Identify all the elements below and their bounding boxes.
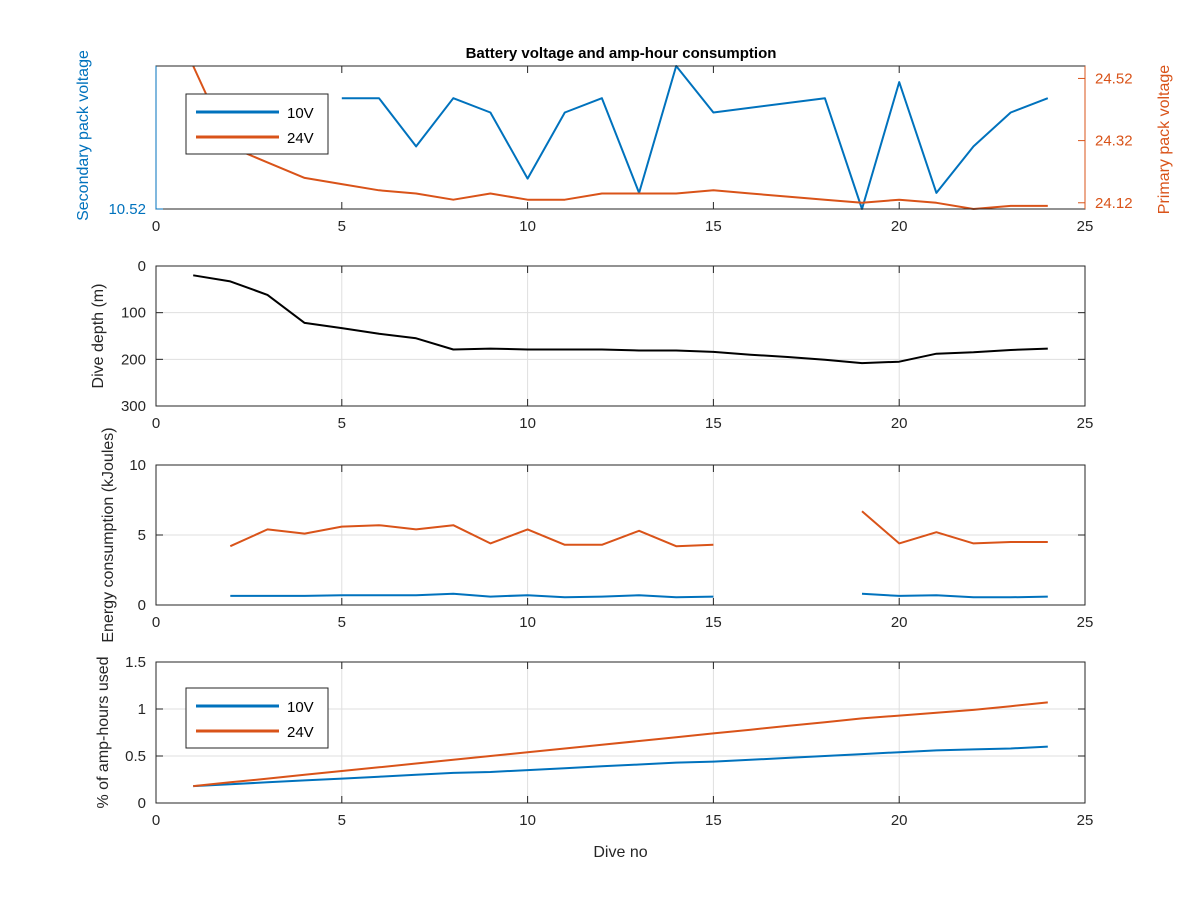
x-tick-label: 5 [338, 415, 346, 432]
x-tick-label: 0 [152, 812, 160, 829]
y-axis-label: Energy consumption (kJoules) [100, 427, 117, 642]
y-axis-label: % of amp-hours used [95, 656, 112, 808]
x-tick-label: 10 [519, 812, 536, 829]
legend-label-10v: 10V [287, 105, 314, 122]
y-tick-label: 200 [121, 351, 146, 368]
x-tick-label: 5 [338, 614, 346, 631]
axes-1: 0 5 10 15 20 25 10.52 24.12 24.32 24.52 Secondary … [75, 50, 1173, 235]
y-tick-label: 10 [129, 457, 146, 474]
x-tick-label: 20 [891, 812, 908, 829]
legend-box [185, 93, 329, 155]
legend-label-24v: 24V [287, 130, 314, 147]
x-tick-label: 10 [519, 614, 536, 631]
y-tick-label: 5 [138, 527, 146, 544]
series-line-depth [193, 274, 1048, 365]
x-tick-label: 0 [152, 415, 160, 432]
series-line-10v [193, 745, 1048, 788]
y-tick-label: 0.5 [125, 748, 146, 765]
x-tick-label: 10 [519, 218, 536, 235]
axes-3: 0 5 10 15 20 25 0 5 10 Energy consumption (kJoule… [100, 427, 1093, 642]
x-tick-label: 20 [891, 415, 908, 432]
series-line-10v [230, 592, 1048, 599]
legend-label-10v: 10V [287, 699, 314, 716]
legend-box [185, 687, 329, 749]
y-tick-label: 1.5 [125, 654, 146, 671]
y-tick-label: 0 [138, 258, 146, 275]
x-tick-label: 25 [1077, 415, 1094, 432]
axes-4: 0 5 10 15 20 25 0 0.5 1 1.5 % of amp-hours used Div… [95, 654, 1093, 861]
x-tick-label: 20 [891, 218, 908, 235]
series-line-24v [193, 701, 1048, 788]
y-tick-label: 100 [121, 305, 146, 322]
x-axis-label: Dive no [593, 844, 647, 861]
y-tick-label: 0 [138, 597, 146, 614]
y-tick-label: 10.52 [108, 201, 146, 218]
y-right-tick-label: 24.12 [1095, 195, 1133, 212]
y-tick-label: 1 [138, 701, 146, 718]
axes-box [155, 265, 1086, 407]
y-right-tick-label: 24.32 [1095, 133, 1133, 150]
x-tick-label: 20 [891, 614, 908, 631]
x-tick-label: 25 [1077, 812, 1094, 829]
series-line-10v [341, 65, 1049, 210]
y-axis-label: Dive depth (m) [90, 284, 107, 389]
figure-title: Battery voltage and amp-hour consumption [466, 45, 777, 62]
axes-box [155, 661, 1086, 804]
y-tick-label: 300 [121, 398, 146, 415]
series-line-24v [192, 65, 1048, 210]
series-line-24v [229, 510, 1048, 548]
x-tick-label: 5 [338, 812, 346, 829]
x-tick-label: 0 [152, 218, 160, 235]
x-tick-label: 5 [338, 218, 346, 235]
x-tick-label: 15 [705, 614, 722, 631]
x-tick-label: 15 [705, 415, 722, 432]
x-tick-label: 15 [705, 218, 722, 235]
x-tick-label: 15 [705, 812, 722, 829]
x-tick-label: 25 [1077, 218, 1094, 235]
y-tick-label: 0 [138, 795, 146, 812]
x-tick-label: 0 [152, 614, 160, 631]
legend-label-24v: 24V [287, 724, 314, 741]
y-right-tick-label: 24.52 [1095, 70, 1133, 87]
y-axis-label-left: Secondary pack voltage [75, 50, 92, 221]
x-tick-label: 10 [519, 415, 536, 432]
y-axis-label-right: Primary pack voltage [1156, 65, 1173, 214]
x-tick-label: 25 [1077, 614, 1094, 631]
axes-2: 0 5 10 15 20 25 0 100 200 300 Dive depth (m) [90, 258, 1093, 432]
